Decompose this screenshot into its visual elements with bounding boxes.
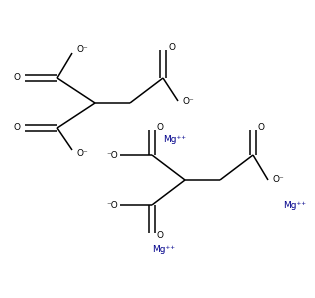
Text: O⁻: O⁻	[76, 148, 88, 158]
Text: O: O	[14, 123, 20, 133]
Text: O⁻: O⁻	[182, 97, 194, 105]
Text: O: O	[157, 122, 163, 131]
Text: Mg⁺⁺: Mg⁺⁺	[163, 136, 186, 145]
Text: Mg⁺⁺: Mg⁺⁺	[152, 246, 175, 254]
Text: Mg⁺⁺: Mg⁺⁺	[283, 201, 306, 209]
Text: O⁻: O⁻	[76, 46, 88, 55]
Text: O: O	[14, 74, 20, 83]
Text: O⁻: O⁻	[272, 176, 284, 184]
Text: O: O	[169, 43, 175, 52]
Text: ⁻O: ⁻O	[106, 201, 118, 209]
Text: O: O	[157, 232, 163, 240]
Text: O: O	[257, 122, 265, 131]
Text: ⁻O: ⁻O	[106, 150, 118, 159]
